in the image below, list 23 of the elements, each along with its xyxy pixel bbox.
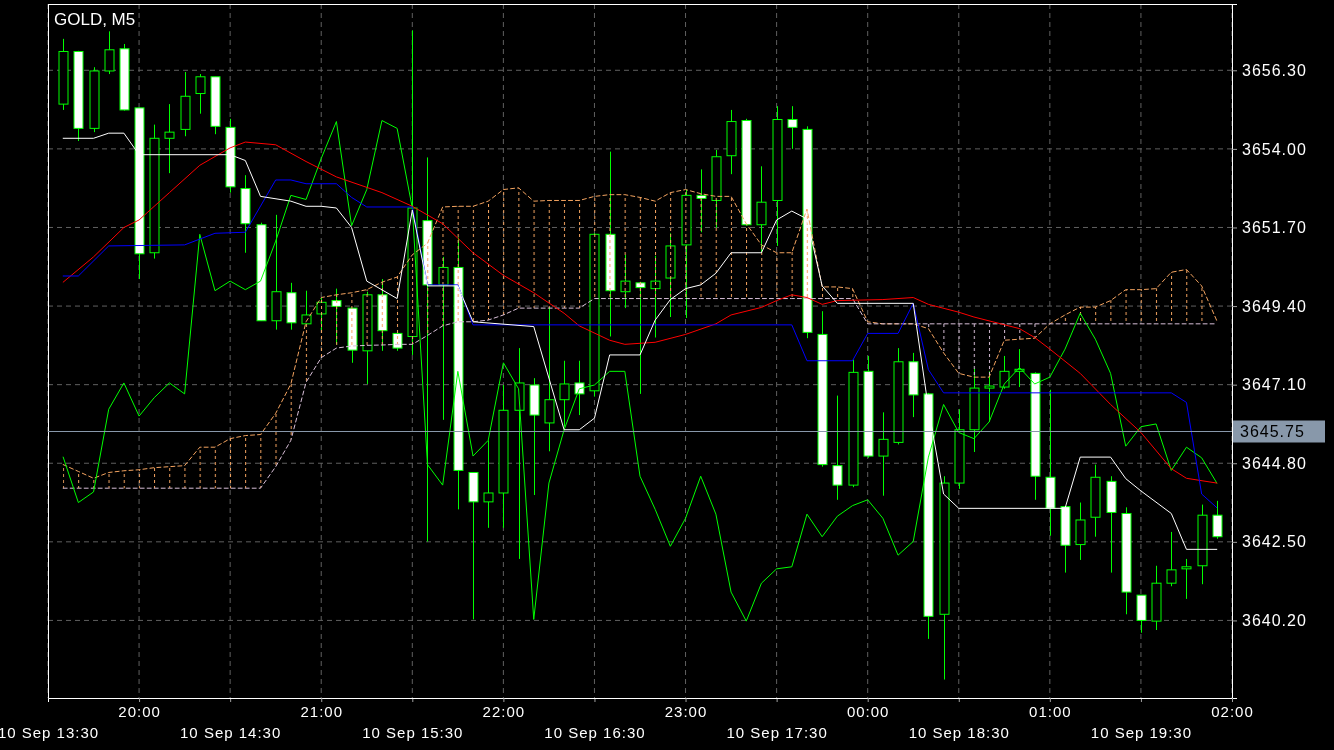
x2-tick-label: 01:00	[1029, 702, 1072, 720]
y-tick-label: 3644.80	[1242, 454, 1307, 472]
y-tick-label: 3640.20	[1242, 612, 1307, 630]
ref-line-label: 3645.75	[1240, 423, 1305, 441]
x-tick-label: 10 Sep 15:30	[362, 723, 464, 741]
y-tick-label: 3649.40	[1242, 297, 1307, 315]
x2-tick-label: 21:00	[300, 702, 343, 720]
chart-title: GOLD, M5	[54, 10, 136, 29]
x-tick-label: 10 Sep 19:30	[1090, 723, 1193, 741]
x2-tick-label: 00:00	[846, 702, 890, 720]
y-tick-label: 3654.00	[1242, 140, 1307, 158]
x2-tick-label: 23:00	[664, 702, 708, 720]
x2-tick-label: 02:00	[1211, 702, 1254, 720]
x2-tick-label: 22:00	[482, 702, 526, 720]
y-tick-label: 3651.70	[1242, 219, 1307, 237]
x-tick-label: 10 Sep 16:30	[544, 723, 646, 741]
x-tick-label: 10 Sep 18:30	[908, 723, 1010, 741]
x-tick-label: 10 Sep 14:30	[180, 723, 282, 741]
y-tick-label: 3656.30	[1242, 61, 1307, 79]
y-tick-label: 3642.50	[1242, 533, 1307, 551]
x2-tick-label: 20:00	[118, 702, 161, 720]
x-tick-label: 10 Sep 17:30	[726, 723, 828, 741]
y-tick-label: 3647.10	[1242, 376, 1307, 394]
